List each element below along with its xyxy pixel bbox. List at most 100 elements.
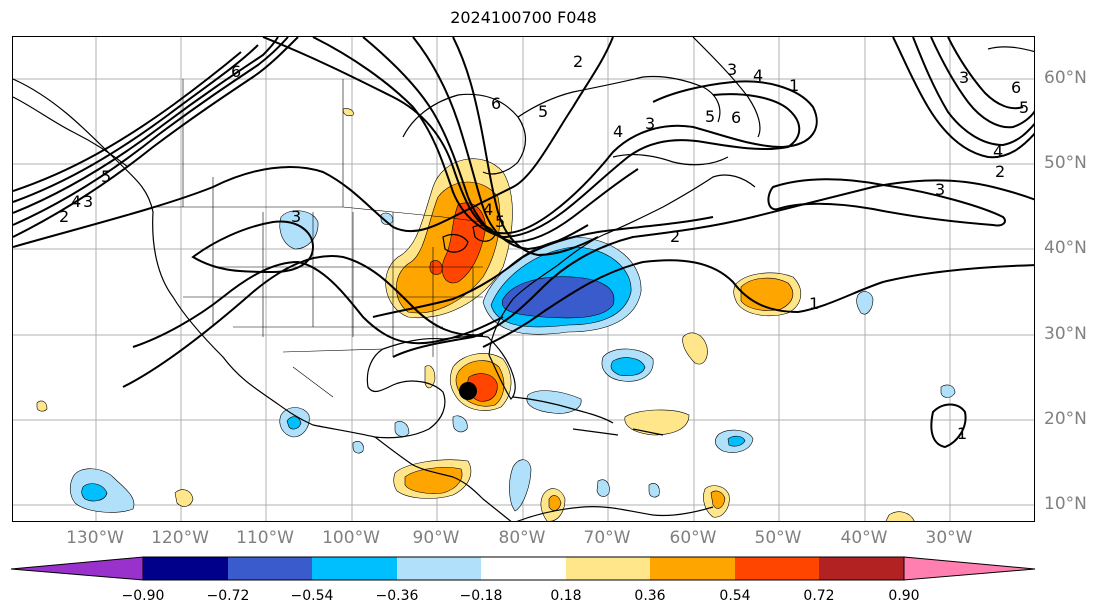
map-title: 2024100700 F048 — [450, 8, 597, 27]
negative-anomaly-region — [81, 483, 108, 502]
colorbar-tick-label: −0.90 — [121, 588, 165, 604]
colorbar-segment — [566, 557, 650, 580]
negative-anomaly-region — [509, 459, 532, 512]
contour-label: 3 — [83, 192, 93, 211]
longitude-label: 60°W — [669, 528, 717, 548]
contour-label: 5 — [495, 212, 505, 231]
colorbar-tick-label: −0.36 — [375, 588, 419, 604]
positive-anomaly-region — [404, 467, 463, 494]
anomaly-shading — [36, 108, 956, 521]
positive-anomaly-region — [548, 495, 562, 511]
positive-anomaly-region — [429, 260, 443, 275]
longitude-label: 90°W — [412, 528, 460, 548]
colorbar-extend-min — [10, 556, 144, 581]
positive-anomaly-region — [682, 332, 708, 365]
negative-anomaly-region — [394, 421, 410, 437]
negative-anomaly-region — [727, 435, 746, 447]
contour-label: 4 — [483, 200, 493, 219]
positive-anomaly-region — [36, 400, 48, 412]
contour-label: 4 — [993, 142, 1003, 161]
colorbar-tick-label: 0.54 — [719, 588, 751, 604]
colorbar-tick-label: 0.18 — [550, 588, 582, 604]
contour-label: 3 — [291, 207, 301, 226]
contour-label: 6 — [731, 108, 741, 127]
negative-anomaly-region — [452, 415, 468, 433]
latitude-label: 40°N — [1044, 238, 1087, 258]
coastlines — [13, 37, 1034, 521]
contour-label: 3 — [935, 180, 945, 199]
longitude-label: 40°W — [840, 528, 888, 548]
colorbar-segment — [312, 557, 397, 580]
contour-label: 5 — [101, 167, 111, 186]
negative-anomaly-region — [596, 479, 610, 497]
contour-label-group: 6 5 4 3 2 5 4 3 6 5 4 3 6 5 4 3 2 2 1 6 … — [59, 52, 1029, 443]
latitude-label: 50°N — [1044, 153, 1087, 173]
colorbar-segment — [819, 557, 904, 580]
contour-label: 1 — [957, 424, 967, 443]
contour-label: 6 — [231, 62, 241, 81]
contour-label: 3 — [645, 114, 655, 133]
map-canvas: 6 5 4 3 2 5 4 3 6 5 4 3 6 5 4 3 2 2 1 6 … — [13, 37, 1034, 521]
contour-label: 5 — [705, 107, 715, 126]
longitude-label: 30°W — [925, 528, 973, 548]
colorbar-segment — [735, 557, 819, 580]
longitude-label: 80°W — [498, 528, 546, 548]
longitude-label: 50°W — [754, 528, 802, 548]
contour-label: 4 — [71, 192, 81, 211]
contour-label: 1 — [809, 294, 819, 313]
colorbar-tick-label: 0.72 — [803, 588, 835, 604]
contour-label: 6 — [491, 94, 501, 113]
colorbar-segment — [143, 557, 228, 580]
positive-anomaly-region — [740, 277, 794, 311]
map-panel: 6 5 4 3 2 5 4 3 6 5 4 3 6 5 4 3 2 2 1 6 … — [12, 36, 1035, 522]
positive-anomaly-region — [174, 489, 194, 507]
contour-label: 6 — [1011, 78, 1021, 97]
contour-label: 5 — [538, 102, 548, 121]
latitude-label: 30°N — [1044, 324, 1087, 344]
positive-anomaly-region — [342, 108, 354, 117]
colorbar-segment — [650, 557, 735, 580]
contour-label: 2 — [995, 162, 1005, 181]
longitude-label: 130°W — [66, 528, 124, 548]
colorbar-extend-max — [903, 556, 1036, 581]
negative-anomaly-region — [501, 276, 615, 319]
political-borders — [153, 79, 484, 398]
contour-label: 2 — [573, 52, 583, 71]
storm-center-marker — [459, 382, 477, 400]
colorbar-segment — [228, 557, 312, 580]
colorbar-tick-label: −0.18 — [459, 588, 503, 604]
contour-label: 2 — [59, 207, 69, 226]
contour-label: 4 — [613, 122, 623, 141]
colorbar-segment — [397, 557, 481, 580]
negative-anomaly-region — [648, 483, 660, 498]
longitude-label: 120°W — [151, 528, 209, 548]
contour-label: 4 — [753, 66, 763, 85]
colorbar-tick-label: −0.72 — [206, 588, 250, 604]
contour-label: 1 — [789, 76, 799, 95]
positive-anomaly-region — [424, 365, 436, 389]
colorbar-tick-label: −0.54 — [290, 588, 334, 604]
colorbar-tick-label: 0.90 — [888, 588, 920, 604]
contour-label: 3 — [959, 68, 969, 87]
contour-lines — [13, 37, 1034, 449]
contour-label: 2 — [670, 227, 680, 246]
longitude-label: 110°W — [236, 528, 294, 548]
contour-label: 5 — [1019, 98, 1029, 117]
longitude-label: 70°W — [583, 528, 631, 548]
negative-anomaly-region — [286, 416, 302, 430]
positive-anomaly-region — [624, 409, 690, 436]
latitude-label: 60°N — [1044, 68, 1087, 88]
latitude-label: 20°N — [1044, 409, 1087, 429]
negative-anomaly-region — [856, 291, 874, 315]
colorbar-segment — [481, 557, 566, 580]
negative-anomaly-region — [940, 384, 956, 398]
colorbar — [10, 556, 1036, 581]
latitude-label: 10°N — [1044, 494, 1087, 514]
negative-anomaly-region — [526, 390, 582, 414]
negative-anomaly-region — [610, 357, 646, 377]
longitude-label: 100°W — [322, 528, 380, 548]
negative-anomaly-region — [352, 441, 364, 454]
colorbar-tick-label: 0.36 — [634, 588, 666, 604]
positive-anomaly-region — [710, 490, 726, 509]
positive-anomaly-region — [885, 511, 915, 521]
